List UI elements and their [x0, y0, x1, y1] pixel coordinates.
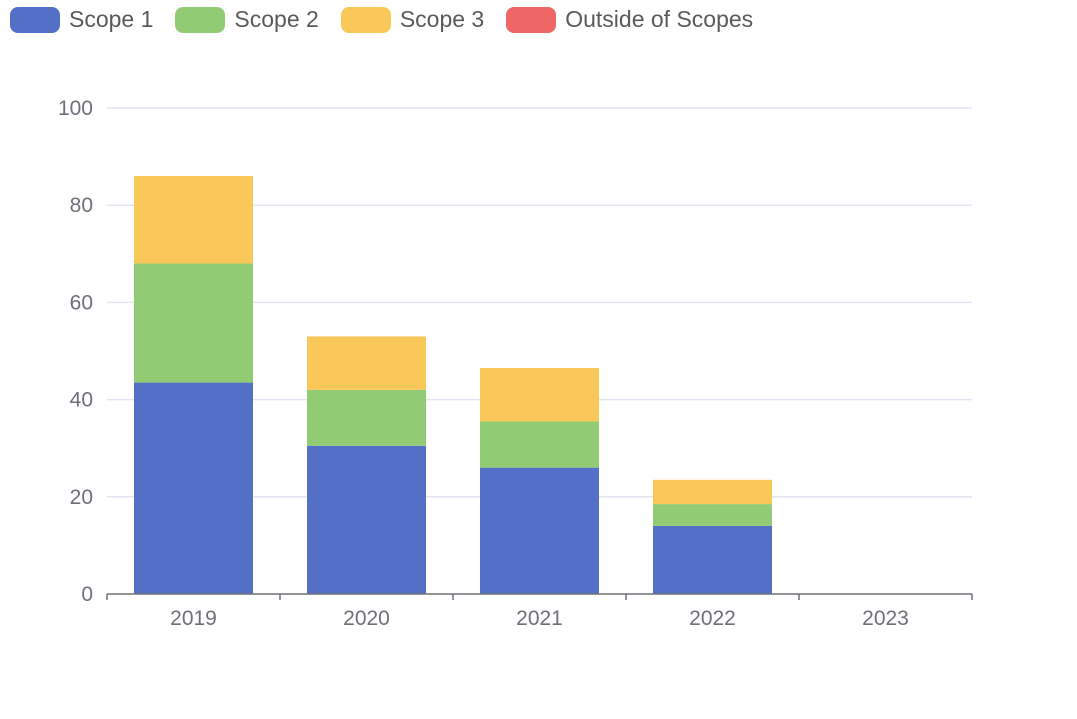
x-tick-label-2019: 2019 — [170, 607, 217, 630]
bar-2020-scope-3[interactable] — [307, 336, 426, 390]
y-tick-label-0: 0 — [81, 583, 93, 606]
bar-2019-scope-3[interactable] — [134, 176, 253, 264]
y-tick-label-20: 20 — [70, 486, 93, 509]
y-tick-label-100: 100 — [58, 97, 93, 120]
x-tick-label-2023: 2023 — [862, 607, 909, 630]
legend-label-scope-2: Scope 2 — [234, 6, 319, 32]
legend-swatch-scope-1 — [10, 6, 60, 33]
legend-label-scope-3: Scope 3 — [399, 6, 485, 32]
bar-2020-scope-1[interactable] — [307, 445, 426, 594]
legend-label-scope-1: Scope 1 — [69, 6, 154, 32]
bar-2019-scope-2[interactable] — [134, 263, 253, 383]
bar-2021-scope-2[interactable] — [480, 421, 599, 468]
legend-item-scope-3[interactable]: Scope 3 — [340, 6, 485, 33]
bar-2021-scope-3[interactable] — [480, 368, 599, 422]
y-tick-label-60: 60 — [70, 291, 93, 314]
legend-item-scope-2[interactable]: Scope 2 — [175, 6, 319, 33]
bar-2021-scope-1[interactable] — [480, 467, 599, 594]
legend-label-outside-of-scopes: Outside of Scopes — [565, 6, 754, 32]
legend: Scope 1 Scope 2 Scope 3 Outside of Scope… — [10, 6, 753, 33]
legend-item-outside-of-scopes[interactable]: Outside of Scopes — [506, 6, 753, 33]
x-tick-label-2022: 2022 — [689, 607, 736, 630]
x-tick-label-2021: 2021 — [516, 607, 563, 630]
legend-swatch-scope-2 — [175, 6, 226, 33]
bar-2022-scope-3[interactable] — [653, 479, 772, 505]
bar-2022-scope-2[interactable] — [653, 504, 772, 526]
legend-item-scope-1[interactable]: Scope 1 — [10, 6, 153, 33]
y-tick-label-40: 40 — [70, 389, 93, 412]
y-tick-label-80: 80 — [70, 194, 93, 217]
legend-swatch-scope-3 — [340, 6, 391, 33]
x-tick-label-2020: 2020 — [343, 607, 390, 630]
bar-2019-scope-1[interactable] — [134, 382, 253, 594]
legend-swatch-outside-of-scopes — [506, 6, 557, 33]
bar-2022-scope-1[interactable] — [653, 525, 772, 594]
bar-2020-scope-2[interactable] — [307, 389, 426, 446]
